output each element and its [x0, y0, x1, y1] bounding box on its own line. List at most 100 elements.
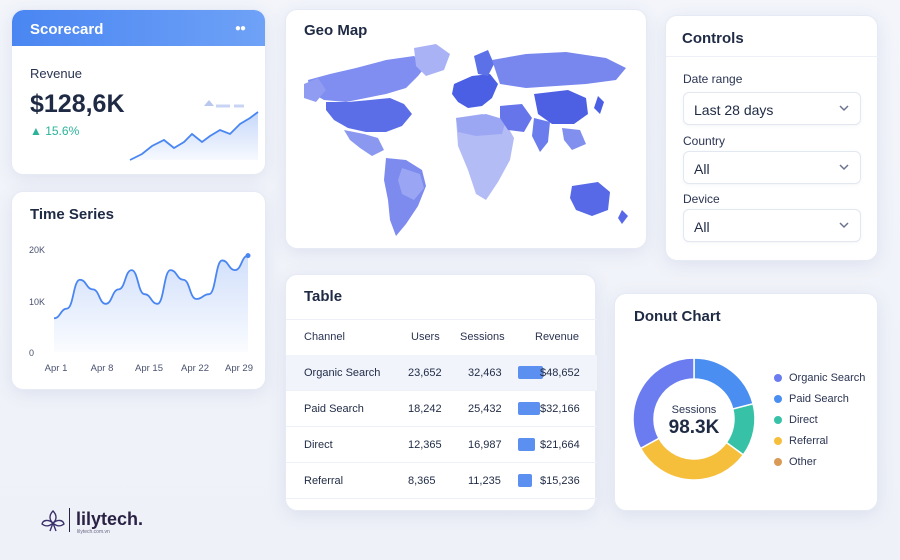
- world-map[interactable]: [286, 10, 648, 250]
- date-range-value: Last 28 days: [694, 102, 774, 118]
- legend-swatch: [774, 458, 782, 466]
- x-tick-label: Apr 22: [181, 363, 209, 374]
- table-card: Table Channel Users Sessions Revenue Org…: [285, 274, 597, 511]
- table-divider: [286, 319, 597, 320]
- legend-label: Organic Search: [789, 372, 866, 384]
- y-tick-label: 0: [29, 348, 34, 358]
- revenue-bar: [518, 366, 543, 379]
- legend-label: Other: [789, 456, 817, 468]
- column-header-revenue[interactable]: Revenue: [535, 331, 580, 343]
- map-region-middle-east: [500, 104, 532, 132]
- map-region-china: [534, 90, 588, 124]
- column-header-users[interactable]: Users: [411, 331, 440, 343]
- column-header-sessions[interactable]: Sessions: [460, 331, 505, 343]
- users-cell: 23,652: [408, 367, 442, 379]
- more-options-icon[interactable]: ●●: [234, 23, 246, 34]
- table-row[interactable]: Referral 8,365 11,235 $15,236: [286, 463, 597, 499]
- table-row[interactable]: Organic Search 23,652 32,463 $48,652: [286, 355, 597, 391]
- map-region-mexico: [344, 130, 384, 156]
- revenue-cell: $21,664: [540, 439, 580, 451]
- map-region-alaska: [304, 78, 326, 102]
- x-tick-label: Apr 15: [135, 363, 163, 374]
- series-end-point: [245, 253, 251, 259]
- legend-item[interactable]: Referral: [774, 435, 829, 447]
- table-row[interactable]: Paid Search 18,242 25,432 $32,166: [286, 391, 597, 427]
- map-region-canada: [308, 56, 426, 102]
- device-select[interactable]: All: [683, 209, 861, 242]
- revenue-bar: [518, 474, 532, 487]
- sessions-cell: 16,987: [468, 439, 502, 451]
- x-tick-label: Apr 8: [91, 363, 114, 374]
- time-series-chart: 20K 10K 0 Apr 1 Apr 8 Apr 15 Apr 22 Apr 29: [29, 245, 253, 374]
- legend-label: Direct: [789, 414, 818, 426]
- x-tick-label: Apr 1: [45, 363, 68, 374]
- legend-item[interactable]: Paid Search: [774, 393, 849, 405]
- map-region-new-zealand: [618, 210, 628, 224]
- scorecard-change: ▲ 15.6%: [30, 124, 80, 138]
- series-area: [54, 255, 248, 352]
- map-region-africa: [456, 114, 514, 200]
- y-tick-label: 20K: [29, 245, 45, 255]
- map-region-europe: [452, 74, 498, 108]
- legend-swatch: [774, 437, 782, 445]
- sessions-cell: 11,235: [468, 475, 501, 487]
- legend-swatch: [774, 416, 782, 424]
- donut-center-label: Sessions: [672, 404, 717, 416]
- users-cell: 8,365: [408, 475, 436, 487]
- map-region-japan: [594, 96, 604, 114]
- map-region-scandinavia: [474, 50, 494, 76]
- channel-cell: Organic Search: [304, 367, 381, 379]
- geo-map-title: Geo Map: [304, 22, 368, 39]
- scorecard-sparkline: [129, 100, 259, 161]
- device-label: Device: [683, 192, 720, 206]
- controls-title: Controls: [682, 30, 744, 47]
- map-region-brazil: [398, 168, 424, 200]
- country-select[interactable]: All: [683, 151, 861, 184]
- channel-cell: Paid Search: [304, 403, 364, 415]
- time-series-title: Time Series: [30, 206, 114, 223]
- time-series-card: Time Series 20K 10K 0 Apr 1 Apr 8 Apr 15 Apr 2…: [11, 191, 266, 390]
- country-value: All: [694, 161, 710, 177]
- legend-item[interactable]: Organic Search: [774, 372, 866, 384]
- logo-divider: [69, 508, 70, 532]
- users-cell: 12,365: [408, 439, 442, 451]
- revenue-cell: $32,166: [540, 403, 580, 415]
- y-tick-label: 10K: [29, 297, 45, 307]
- channel-cell: Referral: [304, 475, 344, 487]
- chevron-down-icon: [839, 105, 849, 112]
- users-cell: 18,242: [408, 403, 442, 415]
- channel-cell: Direct: [304, 439, 333, 451]
- map-region-usa: [326, 98, 412, 132]
- flower-logo-icon: [41, 510, 65, 532]
- revenue-bar: [518, 402, 540, 415]
- legend-item[interactable]: Direct: [774, 414, 818, 426]
- map-region-north-africa: [456, 114, 506, 136]
- table-row[interactable]: Direct 12,365 16,987 $21,664: [286, 427, 597, 463]
- map-region-australia: [570, 182, 610, 216]
- legend-label: Referral: [789, 435, 829, 447]
- donut-hole: [655, 380, 733, 458]
- map-region-southeast-asia: [562, 128, 586, 150]
- sessions-cell: 32,463: [468, 367, 502, 379]
- scorecard-label: Revenue: [30, 66, 83, 81]
- revenue-cell: $48,652: [540, 367, 580, 379]
- donut-center-value: 98.3K: [669, 417, 720, 438]
- date-range-select[interactable]: Last 28 days: [683, 92, 861, 125]
- map-region-greenland: [414, 44, 450, 76]
- brand-logo: lilytech. lilytech.com.vn: [40, 505, 160, 539]
- scorecard-card: Scorecard ●● Revenue $128,6K ▲ 15.6%: [11, 9, 266, 175]
- donut-card: Donut Chart Sessions 98.3K Organic Search…: [614, 293, 878, 511]
- revenue-cell: $15,236: [540, 475, 580, 487]
- donut-slice[interactable]: [632, 357, 695, 450]
- brand-url: lilytech.com.vn: [77, 529, 110, 535]
- donut-title: Donut Chart: [634, 308, 721, 325]
- scorecard-header: Scorecard: [12, 10, 265, 46]
- chevron-down-icon: [839, 222, 849, 229]
- x-tick-label: Apr 29: [225, 363, 253, 374]
- column-header-channel[interactable]: Channel: [304, 331, 345, 343]
- date-range-label: Date range: [683, 72, 743, 86]
- geo-map-card: Geo Map: [285, 9, 647, 249]
- legend-swatch: [774, 395, 782, 403]
- legend-item[interactable]: Other: [774, 456, 817, 468]
